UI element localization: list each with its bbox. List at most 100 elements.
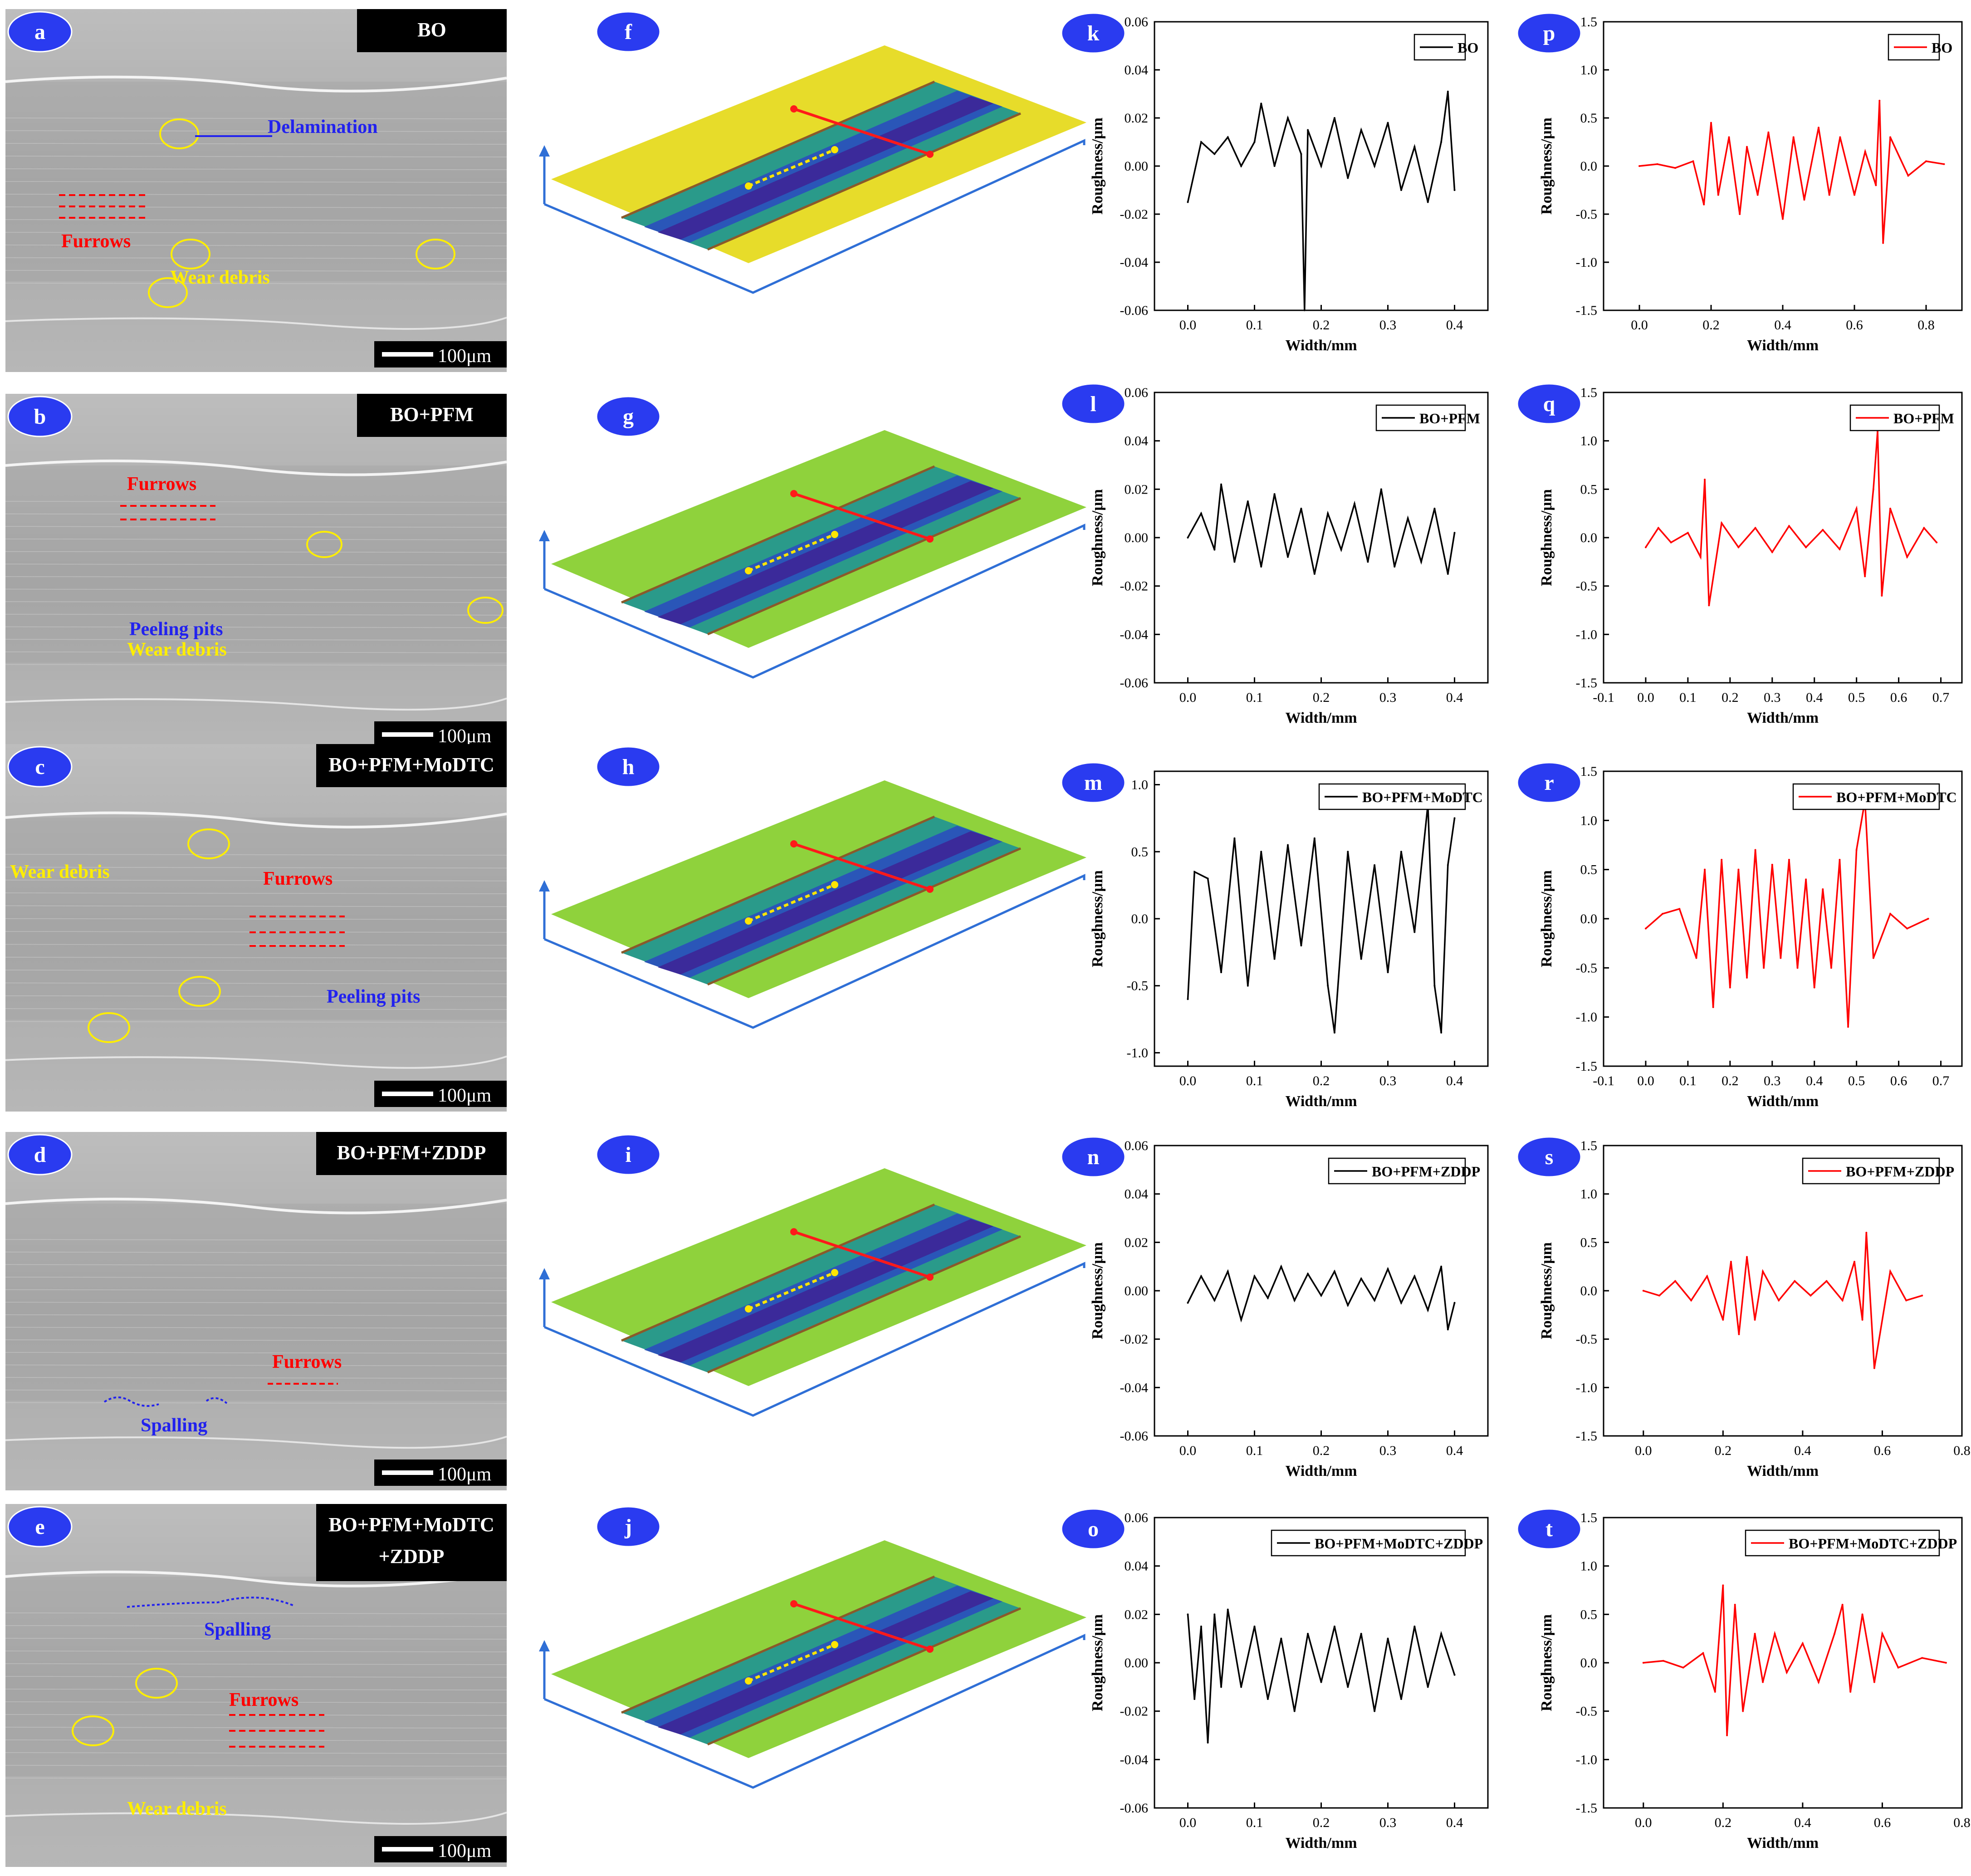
data-point bbox=[1907, 175, 1909, 177]
sample-tag: BO+PFM+MoDTC bbox=[328, 1514, 494, 1536]
data-point bbox=[1333, 1626, 1335, 1627]
y-tick-label: 0.02 bbox=[1125, 111, 1149, 126]
annotation-spalling: Spalling bbox=[141, 1415, 207, 1436]
x-tick-label: 0.0 bbox=[1635, 1815, 1652, 1830]
x-axis-label: Width/mm bbox=[1747, 1835, 1819, 1852]
data-point bbox=[1253, 141, 1256, 143]
profile-endpoint bbox=[745, 182, 752, 190]
scratch-line bbox=[5, 1752, 507, 1754]
data-point bbox=[1260, 851, 1262, 853]
x-tick-label: 0.4 bbox=[1794, 1443, 1811, 1458]
data-point bbox=[1717, 194, 1719, 196]
y-tick-label: -1.0 bbox=[1576, 627, 1598, 642]
sem-image bbox=[5, 744, 507, 1112]
x-tick-label: 0.1 bbox=[1246, 1073, 1263, 1088]
x-tick-label: 0.2 bbox=[1722, 690, 1739, 705]
plot-frame bbox=[1154, 392, 1489, 684]
data-point bbox=[1387, 1268, 1389, 1270]
y-axis-label: Roughness/μm bbox=[1089, 1242, 1106, 1339]
annotation-furrows: Furrows bbox=[127, 474, 196, 495]
data-point bbox=[1260, 566, 1262, 568]
data-point bbox=[1708, 604, 1710, 607]
data-point bbox=[1803, 199, 1805, 201]
data-point bbox=[1822, 888, 1824, 890]
scratch-line bbox=[5, 1251, 507, 1254]
data-point bbox=[1854, 194, 1855, 196]
data-point bbox=[1447, 864, 1449, 866]
panel-letter: e bbox=[35, 1515, 44, 1539]
scratch-line bbox=[5, 1277, 507, 1278]
panel-letter: j bbox=[624, 1515, 632, 1539]
x-tick-label: 0.8 bbox=[1953, 1815, 1971, 1830]
profile-line-yellow bbox=[748, 148, 836, 187]
data-point bbox=[1273, 958, 1276, 960]
data-point bbox=[1742, 1710, 1744, 1712]
data-point bbox=[1407, 517, 1409, 519]
data-point bbox=[1875, 184, 1877, 186]
data-point bbox=[1682, 1666, 1684, 1669]
scratch-line bbox=[5, 982, 507, 985]
chart-s: -1.5 -1.0 -0.5 0.0 0.5 1.0 1.5 0.0 0.2 0.4 0.6 0.8 W… bbox=[1516, 1136, 1971, 1479]
groove-edge bbox=[707, 847, 1021, 986]
data-point bbox=[1754, 1319, 1756, 1321]
y-tick-label: -1.0 bbox=[1127, 1045, 1149, 1060]
data-point bbox=[1200, 1275, 1202, 1277]
y-tick-label: 0.5 bbox=[1580, 1607, 1598, 1622]
data-point bbox=[1327, 985, 1329, 987]
x-tick-label: 0.0 bbox=[1179, 1073, 1197, 1088]
data-point bbox=[1213, 549, 1216, 551]
data-point bbox=[1864, 575, 1866, 578]
x-tick-label: 0.5 bbox=[1848, 1073, 1865, 1088]
panel-letter-badge bbox=[1061, 1136, 1126, 1178]
scratch-line bbox=[5, 156, 507, 157]
data-point bbox=[1706, 1275, 1708, 1277]
x-tick-label: 0.2 bbox=[1313, 1443, 1330, 1458]
scratch-line bbox=[5, 551, 507, 553]
panel-letter: k bbox=[1087, 21, 1100, 45]
chart-r: -1.5 -1.0 -0.5 0.0 0.5 1.0 1.5 -0.1 0.0 0.1 0.2 0.3… bbox=[1516, 762, 1963, 1110]
data-point bbox=[1872, 488, 1874, 490]
groove-bottom bbox=[658, 831, 993, 975]
x-tick-label: 0.3 bbox=[1379, 1443, 1397, 1458]
y-tick-label: 0.00 bbox=[1125, 1283, 1149, 1298]
data-point bbox=[1387, 971, 1389, 974]
x-tick-label: 0.0 bbox=[1635, 1443, 1652, 1458]
x-tick-label: 0.7 bbox=[1932, 1073, 1950, 1088]
data-point bbox=[1420, 561, 1422, 563]
y-tick-label: 0.00 bbox=[1125, 530, 1149, 545]
data-point bbox=[1354, 503, 1355, 505]
data-point bbox=[1453, 1302, 1456, 1304]
data-point bbox=[1453, 817, 1456, 819]
legend-label: BO+PFM+MoDTC+ZDDP bbox=[1789, 1535, 1957, 1552]
data-point bbox=[1734, 1604, 1736, 1606]
scratch-line bbox=[5, 918, 507, 920]
data-point bbox=[1703, 203, 1705, 206]
data-point bbox=[1702, 1652, 1704, 1654]
data-point bbox=[1704, 868, 1706, 871]
data-point bbox=[1794, 1280, 1796, 1282]
y-axis-label: Roughness/μm bbox=[1089, 870, 1106, 967]
sample-tag-box bbox=[357, 9, 507, 52]
data-point bbox=[1778, 1299, 1780, 1302]
y-tick-label: 1.5 bbox=[1580, 1138, 1598, 1153]
panel-letter: q bbox=[1543, 392, 1555, 416]
sample-tag: BO+PFM+MoDTC bbox=[328, 754, 494, 776]
track-edge-top bbox=[5, 811, 507, 829]
data-point bbox=[1200, 141, 1202, 143]
profile-endpoint bbox=[745, 567, 752, 574]
data-point bbox=[1200, 1626, 1202, 1627]
debris-circle bbox=[88, 1012, 130, 1043]
scratch-line bbox=[5, 1402, 507, 1404]
data-point bbox=[1839, 136, 1841, 138]
y-tick-label: 1.0 bbox=[1580, 1187, 1598, 1202]
annotation-furrows: Furrows bbox=[61, 231, 131, 252]
data-point bbox=[1220, 483, 1222, 485]
x-tick-label: 0.0 bbox=[1631, 318, 1648, 333]
x-tick-label: 0.6 bbox=[1846, 318, 1863, 333]
x-tick-label: 0.6 bbox=[1890, 1073, 1907, 1088]
panel-letter-badge bbox=[596, 1134, 661, 1176]
data-point bbox=[1678, 908, 1681, 910]
data-point bbox=[1771, 551, 1773, 553]
data-point bbox=[1287, 844, 1289, 846]
profile-endpoint bbox=[831, 531, 838, 538]
